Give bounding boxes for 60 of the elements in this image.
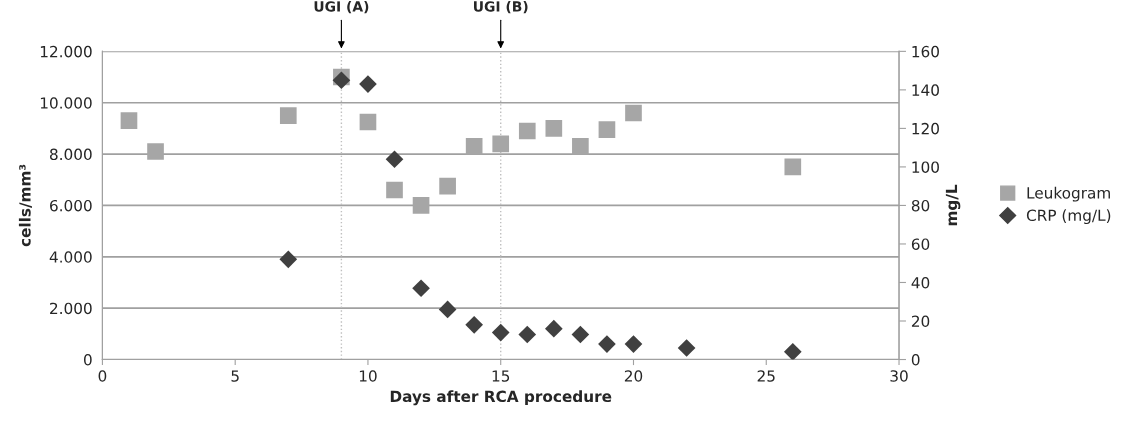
point	[544, 319, 563, 338]
point	[465, 316, 484, 334]
y-tick-label: 0	[83, 353, 92, 366]
x-tick-label: 20	[624, 370, 643, 382]
ref-line-label: UGI (B)	[474, 0, 528, 14]
point	[625, 104, 642, 122]
y-tick-label: 4.000	[49, 251, 92, 263]
point	[598, 335, 616, 353]
point	[438, 300, 457, 319]
x-tick-label: 15	[492, 370, 510, 382]
point	[518, 122, 536, 140]
x-axis-title: Days after RCA procedure	[390, 390, 612, 406]
point	[279, 107, 297, 124]
x-tick-label: 30	[890, 370, 908, 382]
point	[120, 112, 138, 130]
point	[359, 113, 377, 131]
y-tick-label: 12.000	[40, 45, 92, 58]
y2-tick-label: 40	[911, 276, 930, 289]
point	[386, 181, 403, 199]
point	[518, 325, 537, 344]
point	[385, 150, 404, 169]
point	[439, 177, 456, 195]
y-tick-label: 2.000	[50, 302, 92, 315]
y2-tick-label: 60	[911, 238, 930, 250]
point	[332, 71, 351, 90]
legend-label: Leukogram	[1027, 186, 1110, 202]
point	[571, 325, 590, 344]
ref-line-label: UGI (A)	[314, 0, 369, 14]
y2-tick-label: 120	[912, 122, 939, 135]
y2-tick-label: 140	[912, 84, 939, 96]
y2-tick-label: 80	[911, 199, 930, 212]
y2-axis-title: mg/L	[945, 184, 961, 226]
point	[359, 75, 377, 93]
x-tick-label: 25	[757, 370, 775, 382]
point	[465, 138, 483, 155]
x-tick-label: 5	[231, 370, 239, 382]
y-tick-label: 10.000	[40, 97, 92, 109]
point	[412, 197, 430, 214]
point	[545, 120, 563, 137]
point	[279, 250, 298, 269]
y2-tick-label: 20	[911, 315, 930, 328]
point	[412, 279, 430, 298]
y2-tick-label: 0	[911, 353, 920, 366]
point	[784, 158, 802, 176]
point	[783, 342, 802, 360]
point	[598, 121, 616, 139]
point	[147, 143, 164, 160]
y2-tick-label: 100	[912, 161, 939, 173]
point	[624, 335, 643, 353]
y-tick-label: 6.000	[50, 199, 92, 212]
y-tick-label: 8.000	[50, 148, 92, 161]
legend-label: CRP (mg/L)	[1026, 209, 1111, 225]
x-tick-label: 10	[359, 370, 377, 382]
point	[492, 135, 510, 153]
point	[491, 323, 510, 342]
y-axis-title: cells/mm³	[18, 164, 32, 247]
y2-tick-label: 160	[912, 45, 939, 58]
point	[572, 138, 589, 155]
x-tick-label: 0	[98, 370, 107, 382]
point	[677, 339, 696, 357]
